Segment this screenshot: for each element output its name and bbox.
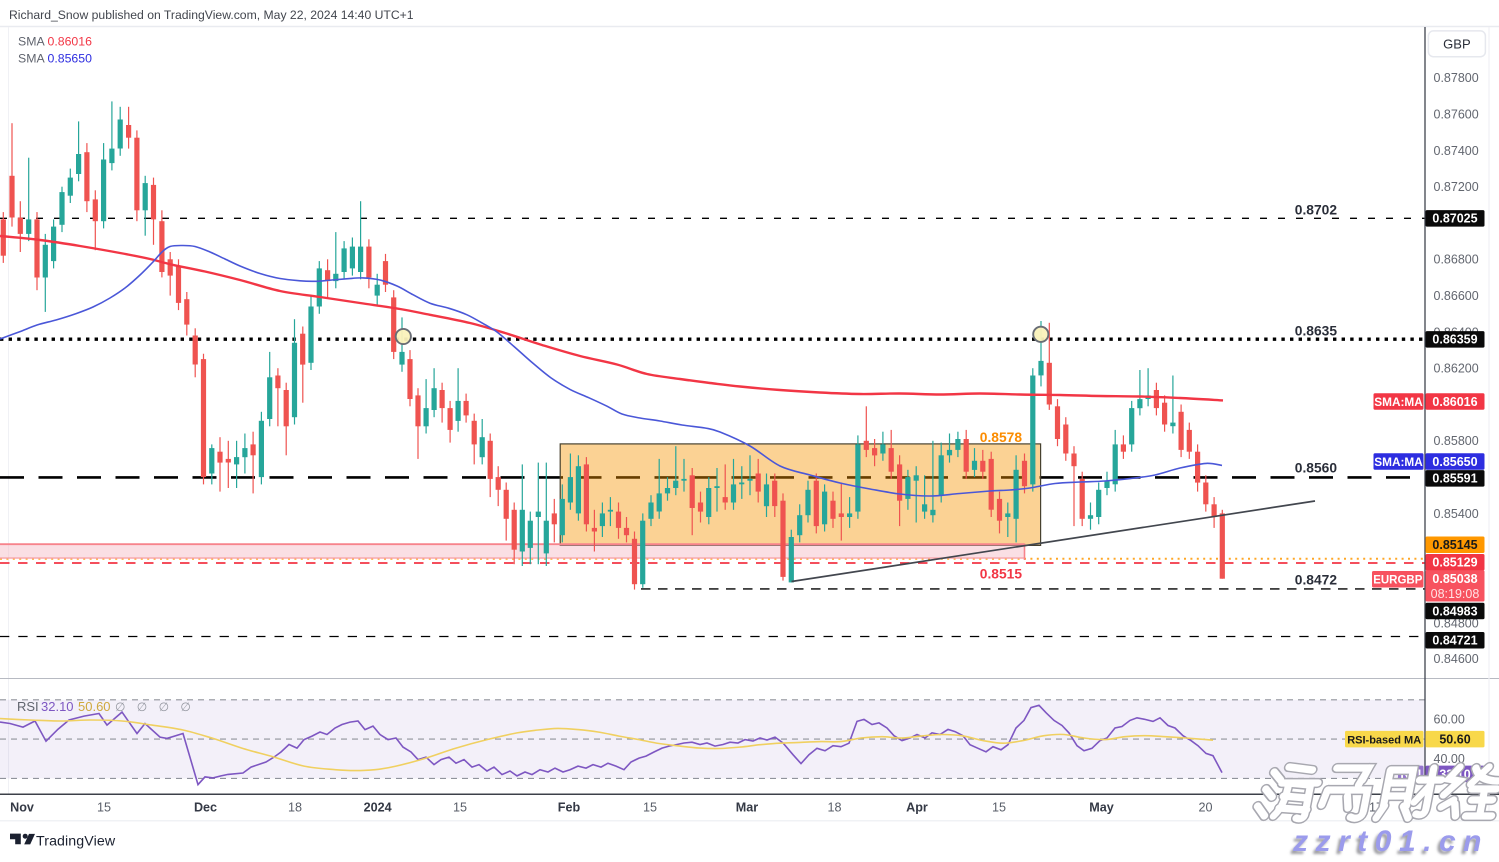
svg-text:60.00: 60.00 <box>1434 713 1465 727</box>
svg-text:SMA:MA: SMA:MA <box>1374 395 1423 409</box>
svg-text:0.8578: 0.8578 <box>980 430 1023 445</box>
svg-text:15: 15 <box>992 801 1006 815</box>
svg-text:0.87400: 0.87400 <box>1434 144 1479 158</box>
svg-text:15: 15 <box>97 801 111 815</box>
svg-text:SMA: SMA <box>18 52 45 66</box>
svg-text:0.85650: 0.85650 <box>48 52 93 66</box>
svg-text:0.87025: 0.87025 <box>1432 212 1477 226</box>
svg-text:15: 15 <box>453 801 467 815</box>
svg-text:0.85650: 0.85650 <box>1432 455 1477 469</box>
svg-text:0.84800: 0.84800 <box>1434 617 1479 631</box>
svg-text:0.86200: 0.86200 <box>1434 362 1479 376</box>
svg-text:0.8560: 0.8560 <box>1295 460 1338 475</box>
svg-text:0.85591: 0.85591 <box>1432 472 1477 486</box>
svg-text:08:19:08: 08:19:08 <box>1431 587 1480 601</box>
svg-text:0.84721: 0.84721 <box>1432 634 1477 648</box>
svg-text:0.86800: 0.86800 <box>1434 253 1479 267</box>
svg-text:GBP: GBP <box>1443 36 1470 51</box>
svg-text:Mar: Mar <box>736 801 758 815</box>
svg-text:0.86359: 0.86359 <box>1432 333 1477 347</box>
svg-text:Dec: Dec <box>194 801 217 815</box>
svg-text:May: May <box>1089 801 1114 815</box>
svg-text:0.87800: 0.87800 <box>1434 71 1479 85</box>
svg-text:Richard_Snow published on Trad: Richard_Snow published on TradingView.co… <box>9 8 414 22</box>
svg-text:18: 18 <box>827 801 841 815</box>
svg-text:2024: 2024 <box>364 801 392 815</box>
svg-text:0.85038: 0.85038 <box>1432 572 1477 586</box>
svg-text:0.85129: 0.85129 <box>1432 556 1477 570</box>
svg-text:EURGBP: EURGBP <box>1373 575 1423 587</box>
svg-text:0.8635: 0.8635 <box>1295 323 1338 338</box>
svg-text:50.60: 50.60 <box>1439 733 1470 747</box>
svg-text:Feb: Feb <box>558 801 581 815</box>
svg-text:SMA:MA: SMA:MA <box>1374 455 1423 469</box>
svg-text:Apr: Apr <box>906 801 928 815</box>
svg-text:SMA: SMA <box>18 35 45 49</box>
svg-text:40.00: 40.00 <box>1434 752 1465 766</box>
svg-text:0.86016: 0.86016 <box>1432 395 1477 409</box>
svg-text:20: 20 <box>1198 801 1212 815</box>
svg-text:0.85145: 0.85145 <box>1432 538 1477 552</box>
svg-text:∅ ∅ ∅ ∅: ∅ ∅ ∅ ∅ <box>115 700 195 714</box>
svg-text:0.87200: 0.87200 <box>1434 180 1479 194</box>
svg-text:0.85800: 0.85800 <box>1434 434 1479 448</box>
svg-text:0.84983: 0.84983 <box>1432 604 1477 618</box>
svg-text:0.84600: 0.84600 <box>1434 652 1479 666</box>
svg-text:TradingView: TradingView <box>36 833 116 849</box>
svg-text:RSI: RSI <box>17 699 39 714</box>
svg-text:0.8472: 0.8472 <box>1295 572 1338 587</box>
svg-text:50.60: 50.60 <box>78 699 111 714</box>
svg-text:Nov: Nov <box>10 801 34 815</box>
svg-text:zzrt01.cn: zzrt01.cn <box>1292 825 1489 857</box>
svg-text:32.10: 32.10 <box>41 699 74 714</box>
svg-text:0.86600: 0.86600 <box>1434 289 1479 303</box>
svg-text:0.86016: 0.86016 <box>48 35 93 49</box>
svg-text:0.87600: 0.87600 <box>1434 108 1479 122</box>
svg-text:0.8515: 0.8515 <box>980 567 1023 582</box>
svg-text:15: 15 <box>643 801 657 815</box>
svg-text:0.85400: 0.85400 <box>1434 507 1479 521</box>
svg-text:RSI-based MA: RSI-based MA <box>1347 735 1421 747</box>
svg-text:0.8702: 0.8702 <box>1295 203 1338 218</box>
svg-text:18: 18 <box>288 801 302 815</box>
